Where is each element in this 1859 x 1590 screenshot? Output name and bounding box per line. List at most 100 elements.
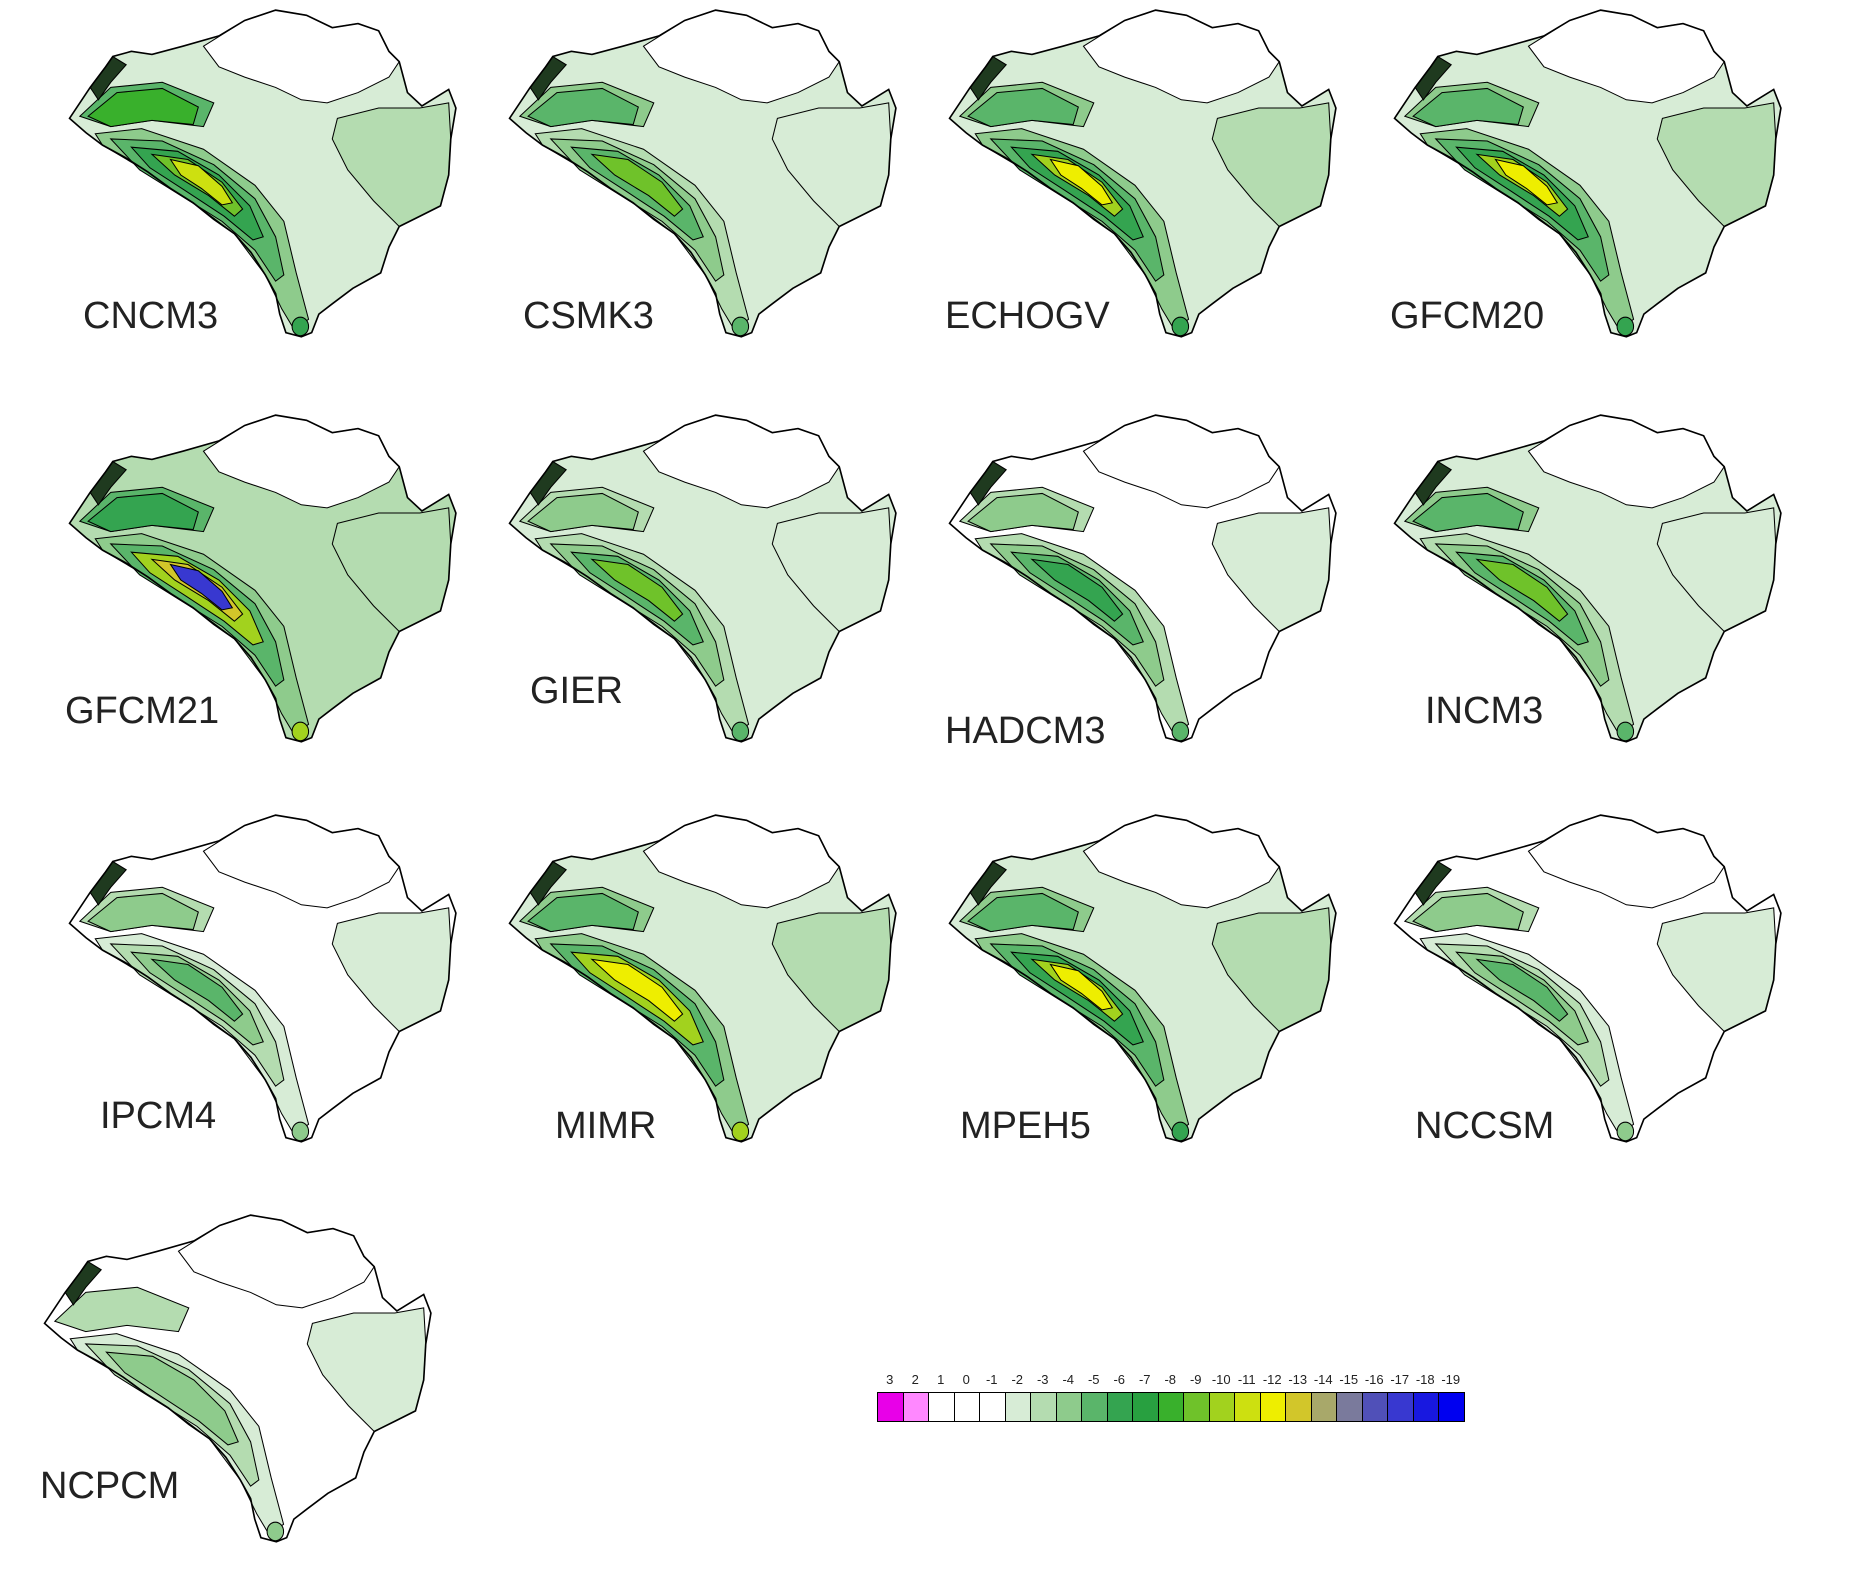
southern-tip-contour bbox=[1616, 1121, 1635, 1142]
northwest-contour-band bbox=[87, 892, 199, 933]
legend-swatch bbox=[953, 1392, 980, 1422]
northwest-contour-band bbox=[527, 492, 639, 533]
coastal-contour-band bbox=[570, 146, 704, 241]
coastal-contour-band bbox=[590, 558, 684, 622]
coastal-contour-band bbox=[1030, 558, 1124, 622]
southern-tip-contour bbox=[731, 316, 750, 337]
legend-swatch bbox=[1132, 1392, 1159, 1422]
panel-label-incm3: INCM3 bbox=[1425, 690, 1544, 732]
country-outline bbox=[948, 9, 1337, 338]
coastal-contour-band bbox=[1455, 551, 1589, 646]
southern-tip-contour bbox=[1616, 316, 1635, 337]
coastal-contour-band bbox=[570, 551, 704, 646]
coastal-contour-band bbox=[1455, 951, 1589, 1046]
legend-tick-label: -13 bbox=[1288, 1372, 1308, 1387]
map-panel-csmk3 bbox=[485, 5, 945, 385]
map-panel-incm3 bbox=[1370, 410, 1830, 790]
coastal-contour-band bbox=[570, 951, 704, 1046]
country-outline bbox=[43, 1214, 432, 1543]
precipitation-change-map bbox=[508, 9, 897, 338]
map-panel-nccsm bbox=[1370, 810, 1830, 1190]
southern-tip-contour bbox=[731, 1121, 750, 1142]
northwest-contour-band bbox=[1412, 492, 1524, 533]
legend-swatch bbox=[1081, 1392, 1108, 1422]
legend-tick-label: -5 bbox=[1087, 1372, 1100, 1387]
legend-tick-label: -15 bbox=[1339, 1372, 1359, 1387]
northwest-contour-band bbox=[967, 492, 1079, 533]
legend-tick-label: -8 bbox=[1164, 1372, 1177, 1387]
legend-tick-label: 2 bbox=[911, 1372, 919, 1387]
coastal-contour-band bbox=[130, 551, 264, 646]
map-panel-echogv bbox=[925, 5, 1385, 385]
southern-tip-contour bbox=[1171, 721, 1190, 742]
coastal-contour-band bbox=[105, 1351, 239, 1446]
northwest-contour-band bbox=[967, 87, 1079, 128]
legend-swatch bbox=[1157, 1392, 1184, 1422]
country-outline bbox=[1393, 9, 1782, 338]
legend-swatch bbox=[902, 1392, 929, 1422]
panel-label-ncpcm: NCPCM bbox=[40, 1465, 180, 1507]
map-panel-mimr bbox=[485, 810, 945, 1190]
coastal-contour-band bbox=[590, 958, 684, 1022]
legend-tick-label: -9 bbox=[1189, 1372, 1202, 1387]
color-legend: 3 2 1 0 -1 -2 -3 -4 -5 -6 -7 -8 -9 -10 -11 -12 -13 -14 -15… bbox=[877, 1372, 1467, 1432]
legend-tick-label: -14 bbox=[1313, 1372, 1333, 1387]
northwest-contour-band bbox=[527, 892, 639, 933]
legend-tick-label: -10 bbox=[1211, 1372, 1231, 1387]
panel-label-csmk3: CSMK3 bbox=[523, 295, 654, 337]
coastal-contour-band bbox=[590, 153, 684, 217]
country-outline bbox=[68, 414, 457, 743]
precipitation-change-map bbox=[68, 414, 457, 743]
southern-tip-contour bbox=[266, 1521, 285, 1542]
southern-tip-contour bbox=[1616, 721, 1635, 742]
legend-swatch bbox=[1310, 1392, 1337, 1422]
precipitation-change-map bbox=[948, 9, 1337, 338]
coastal-contour-band bbox=[1455, 146, 1589, 241]
country-outline bbox=[1393, 414, 1782, 743]
legend-tick-label: -3 bbox=[1036, 1372, 1049, 1387]
map-panel-gfcm21 bbox=[45, 410, 505, 790]
map-panel-mpeh5 bbox=[925, 810, 1385, 1190]
coastal-contour-band bbox=[150, 958, 244, 1022]
precipitation-change-map bbox=[68, 814, 457, 1143]
panel-label-gfcm21: GFCM21 bbox=[65, 690, 220, 732]
panel-label-mimr: MIMR bbox=[555, 1105, 657, 1147]
legend-tick-label: -16 bbox=[1364, 1372, 1384, 1387]
map-panel-cncm3 bbox=[45, 5, 505, 385]
legend-tick-label: 0 bbox=[962, 1372, 970, 1387]
coastal-contour-band bbox=[169, 563, 234, 611]
legend-tick-label: -4 bbox=[1062, 1372, 1075, 1387]
northwest-contour-band bbox=[87, 492, 199, 533]
country-outline bbox=[508, 814, 897, 1143]
legend-swatch bbox=[1055, 1392, 1082, 1422]
panel-label-nccsm: NCCSM bbox=[1415, 1105, 1555, 1147]
legend-tick-label: -6 bbox=[1113, 1372, 1126, 1387]
legend-swatch bbox=[1183, 1392, 1210, 1422]
northwest-contour-band bbox=[87, 87, 199, 128]
legend-tick-label: -19 bbox=[1441, 1372, 1461, 1387]
precipitation-change-map bbox=[508, 814, 897, 1143]
legend-swatch bbox=[1234, 1392, 1261, 1422]
map-panel-gier bbox=[485, 410, 945, 790]
legend-swatch bbox=[1285, 1392, 1312, 1422]
panel-label-ipcm4: IPCM4 bbox=[100, 1095, 217, 1137]
legend-swatch bbox=[1438, 1392, 1465, 1422]
country-outline bbox=[948, 814, 1337, 1143]
precipitation-change-map bbox=[948, 414, 1337, 743]
northwest-contour-band bbox=[967, 892, 1079, 933]
legend-tick-label: -12 bbox=[1262, 1372, 1282, 1387]
legend-tick-label: -2 bbox=[1011, 1372, 1024, 1387]
southern-tip-contour bbox=[291, 316, 310, 337]
map-panel-ipcm4 bbox=[45, 810, 505, 1190]
legend-tick-label: -11 bbox=[1237, 1372, 1256, 1387]
precipitation-change-map bbox=[43, 1214, 432, 1543]
country-outline bbox=[948, 414, 1337, 743]
panel-label-mpeh5: MPEH5 bbox=[960, 1105, 1091, 1147]
precipitation-change-map bbox=[948, 814, 1337, 1143]
coastal-contour-band bbox=[1010, 551, 1144, 646]
country-outline bbox=[508, 414, 897, 743]
precipitation-change-map bbox=[1393, 414, 1782, 743]
country-outline bbox=[68, 9, 457, 338]
map-panel-hadcm3 bbox=[925, 410, 1385, 790]
legend-tick-label: 1 bbox=[937, 1372, 945, 1387]
